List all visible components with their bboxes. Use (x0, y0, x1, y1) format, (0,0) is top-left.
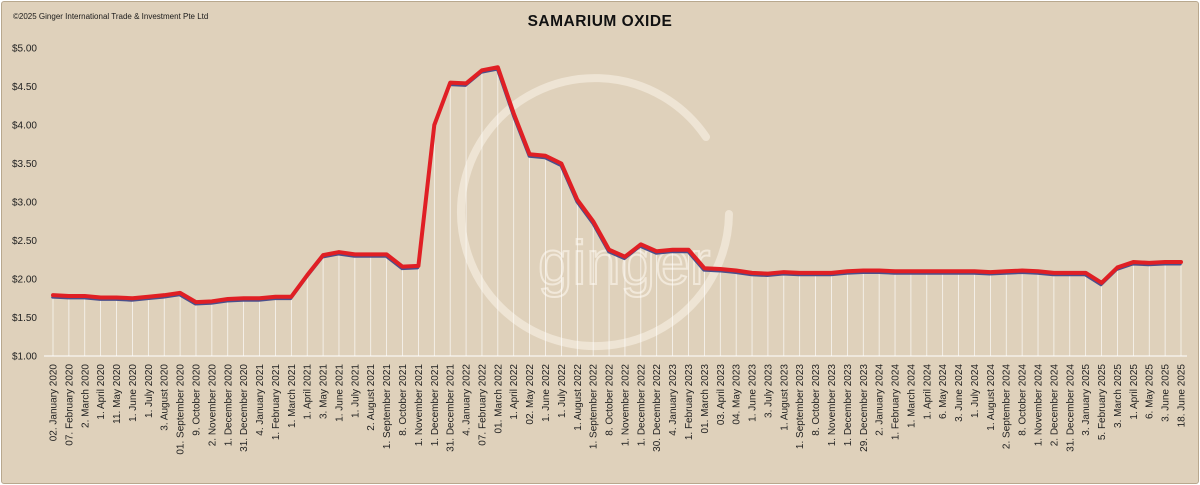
y-tick-label: $2.50 (12, 236, 37, 247)
x-tick-label: 3. August 2020 (160, 364, 171, 431)
x-tick-label: 1. November 2021 (414, 364, 425, 447)
x-tick-label: 02. January 2020 (49, 364, 60, 442)
x-tick-label: 1. April 2022 (509, 364, 520, 420)
x-tick-label: 3. June 2025 (1161, 364, 1172, 422)
x-tick-label: 1. November 2024 (1034, 364, 1045, 447)
x-tick-label: 1. April 2024 (922, 364, 933, 420)
y-tick-label: $1.50 (12, 313, 37, 324)
y-axis: $1.00 $1.50 $2.00 $2.50 $3.00 $3.50 $4.00 $4.50… (12, 44, 37, 363)
y-tick-label: $3.00 (12, 198, 37, 209)
x-tick-label: 30. December 2022 (652, 364, 663, 452)
y-tick-label: $4.00 (12, 121, 37, 132)
y-tick-label: $1.00 (12, 352, 37, 363)
y-tick-label: $2.00 (12, 275, 37, 286)
series-line-shadow (51, 68, 1182, 306)
x-tick-label: 31. December 2024 (1065, 364, 1076, 452)
x-tick-label: 1. April 2020 (96, 364, 107, 420)
x-tick-label: 6. May 2024 (938, 364, 949, 419)
x-tick-label: 8. October 2021 (398, 364, 409, 436)
x-tick-label: 3. May 2021 (319, 364, 330, 419)
x-tick-label: 9. October 2020 (191, 364, 202, 436)
chart-title: SAMARIUM OXIDE (527, 13, 673, 30)
ginger-watermark: ginger (457, 74, 733, 351)
x-tick-label: 11. May 2020 (112, 364, 123, 424)
x-tick-label: 4. January 2022 (462, 364, 473, 436)
x-tick-label: 5. February 2025 (1097, 364, 1108, 441)
x-tick-label: 07. February 2020 (64, 364, 75, 446)
y-tick-label: $5.00 (12, 44, 37, 55)
x-tick-label: 4. January 2021 (255, 364, 266, 436)
x-tick-label: 2. December 2024 (1049, 364, 1060, 447)
x-tick-label: 1. February 2023 (684, 364, 695, 441)
x-tick-label: 01. September 2020 (176, 364, 187, 455)
x-tick-label: 1. April 2021 (303, 364, 314, 420)
x-tick-label: 31. December 2020 (239, 364, 250, 452)
x-tick-label: 1. February 2024 (891, 364, 902, 441)
x-tick-label: 04. May 2023 (732, 364, 743, 425)
x-tick-label: 2. November 2020 (207, 364, 218, 447)
series-lines (51, 65, 1183, 306)
x-tick-label: 8. October 2023 (811, 364, 822, 436)
y-tick-label: $4.50 (12, 82, 37, 93)
x-tick-label: 1. September 2021 (382, 364, 393, 449)
x-tick-label: 4. January 2023 (668, 364, 679, 436)
copyright-notice: ©2025 Ginger International Trade & Inves… (13, 12, 209, 21)
x-tick-label: 1. July 2021 (350, 364, 361, 418)
x-tick-label: 2. August 2021 (366, 364, 377, 431)
x-tick-label: 1. February 2021 (271, 364, 282, 441)
x-tick-label: 29. December 2023 (859, 364, 870, 452)
x-tick-label: 3. June 2024 (954, 364, 965, 422)
series-line (51, 65, 1183, 305)
x-tick-label: 01. March 2023 (700, 364, 711, 434)
x-tick-label: 1. September 2022 (589, 364, 600, 449)
x-tick-label: 1. April 2025 (1129, 364, 1140, 420)
x-tick-label: 31. December 2021 (446, 364, 457, 452)
x-tick-label: 3. March 2025 (1113, 364, 1124, 428)
y-tick-label: $3.50 (12, 159, 37, 170)
x-axis: 02. January 2020 07. February 2020 2. Marc… (44, 355, 1188, 455)
x-tick-label: 1. December 2022 (636, 364, 647, 447)
x-tick-label: 1. August 2023 (779, 364, 790, 431)
watermark-arc (457, 74, 733, 351)
x-tick-label: 1. March 2021 (287, 364, 298, 428)
x-tick-label: 6. May 2025 (1145, 364, 1156, 419)
x-tick-label: 02. May 2022 (525, 364, 536, 425)
x-tick-label: 01. March 2022 (493, 364, 504, 434)
x-tick-label: 8. October 2024 (1018, 364, 1029, 436)
x-tick-label: 1. August 2022 (573, 364, 584, 431)
watermark-text: ginger (538, 229, 710, 298)
x-tick-label: 1. December 2021 (430, 364, 441, 447)
x-tick-label: 1. August 2024 (986, 364, 997, 431)
x-tick-label: 03. April 2023 (716, 364, 727, 426)
x-tick-label: 2. January 2024 (875, 364, 886, 436)
drop-lines (52, 67, 1182, 356)
x-tick-label: 1. June 2021 (334, 364, 345, 422)
x-tick-label: 1. June 2023 (748, 364, 759, 422)
x-tick-label: 1. June 2020 (128, 364, 139, 422)
x-tick-label: 2. September 2024 (1002, 364, 1013, 449)
x-tick-label: 3. January 2025 (1081, 364, 1092, 436)
x-tick-label: 1. September 2023 (795, 364, 806, 449)
x-tick-label: 8. October 2022 (605, 364, 616, 436)
x-tick-label: 18. June 2025 (1177, 364, 1188, 428)
x-tick-label: 07. February 2022 (477, 364, 488, 446)
x-tick-label: 1. June 2022 (541, 364, 552, 422)
x-tick-label: 1. July 2024 (970, 364, 981, 418)
x-tick-label: 1. November 2023 (827, 364, 838, 447)
x-tick-label: 3. July 2023 (763, 364, 774, 418)
x-tick-label: 1. December 2020 (223, 364, 234, 447)
x-tick-label: 1. July 2022 (557, 364, 568, 418)
x-tick-label: 1. November 2022 (620, 364, 631, 447)
x-tick-label: 1. March 2024 (906, 364, 917, 428)
x-tick-label: 1. December 2023 (843, 364, 854, 447)
x-tick-label: 2. March 2020 (80, 364, 91, 428)
x-tick-label: 1. July 2020 (144, 364, 155, 418)
